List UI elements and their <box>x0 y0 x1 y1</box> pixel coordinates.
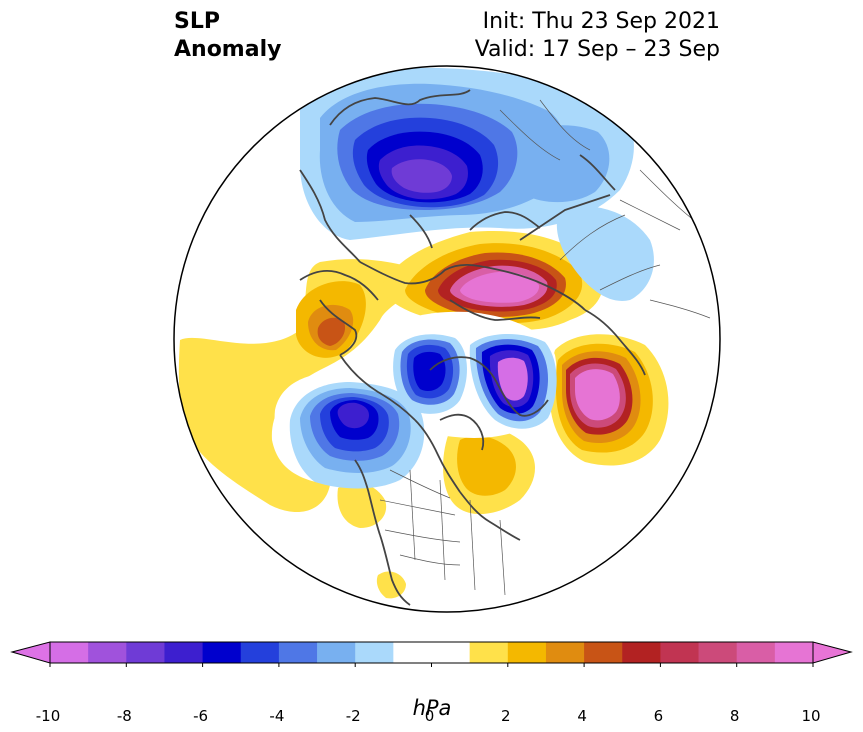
init-date: Init: Thu 23 Sep 2021 <box>482 9 720 34</box>
colorbar-segment <box>774 642 814 663</box>
negative-anomaly-arctic-core <box>413 351 446 392</box>
colorbar-segment <box>393 642 432 663</box>
colorbar-segment <box>240 642 280 663</box>
colorbar-tick-label: -10 <box>35 707 61 725</box>
colorbar-segment <box>736 642 776 663</box>
positive-anomaly-pacific-inner <box>317 317 346 346</box>
colorbar-segment <box>202 642 242 663</box>
anomaly-contours <box>178 67 711 606</box>
title-line-1: SLP <box>174 9 220 34</box>
colorbar-tick-label: 8 <box>729 707 740 725</box>
colorbar-tick-label: 6 <box>653 707 664 725</box>
negative-anomaly-greenland-core <box>497 357 528 401</box>
positive-anomaly-atlantic-core <box>575 369 620 421</box>
negative-anomaly-canada-core <box>337 402 369 429</box>
colorbar-tick-label: 4 <box>577 707 587 725</box>
colorbar-segment <box>126 642 165 663</box>
colorbar-segment <box>278 642 318 663</box>
positive-anomaly-siberia-center <box>460 271 540 303</box>
colorbar-segment <box>88 642 127 663</box>
colorbar-segment <box>164 642 204 663</box>
colorbar-segment <box>469 642 509 663</box>
colorbar-segment <box>431 642 471 663</box>
colorbar-tick-label: -8 <box>116 707 132 725</box>
globe-outline <box>173 65 721 613</box>
negative-anomaly-europe-core <box>391 159 452 193</box>
colorbar-ticks <box>49 663 814 667</box>
country-borders <box>379 99 711 596</box>
colorbar-segment <box>355 642 394 663</box>
valid-range: Valid: 17 Sep – 23 Sep <box>474 37 720 62</box>
date-info: Init: Thu 23 Sep 2021 Valid: 17 Sep – 23… <box>475 8 720 64</box>
colorbar-segment <box>50 642 89 663</box>
colorbar-segment <box>698 642 738 663</box>
colorbar-tick-label: 0 <box>424 707 435 725</box>
colorbar-extend-min <box>10 641 51 664</box>
colorbar-unit-label: hPa <box>412 696 452 720</box>
colorbar-segment <box>584 642 623 663</box>
title-line-2: Anomaly <box>174 37 282 62</box>
colorbar-tick-label: 10 <box>801 707 821 725</box>
colorbar-segment <box>622 642 661 663</box>
colorbar-tick-label: -4 <box>269 707 285 725</box>
colorbar-segment <box>507 642 547 663</box>
colorbar-segments <box>50 642 814 663</box>
positive-anomaly-mexico <box>376 571 406 599</box>
colorbar-tick-label: -6 <box>193 707 209 725</box>
colorbar-tick-label: 2 <box>501 707 511 725</box>
colorbar-extend-max <box>812 641 853 664</box>
colorbar-segment <box>545 642 585 663</box>
negative-anomaly-europe-east <box>505 125 610 203</box>
colorbar-tick-label: -2 <box>345 707 361 725</box>
coastlines <box>299 89 646 606</box>
colorbar-segment <box>317 642 356 663</box>
map-title: SLP Anomaly <box>174 8 281 64</box>
colorbar-segment <box>660 642 700 663</box>
positive-anomaly-east-na-orange <box>457 435 516 496</box>
negative-anomaly-asia-east <box>556 206 654 301</box>
